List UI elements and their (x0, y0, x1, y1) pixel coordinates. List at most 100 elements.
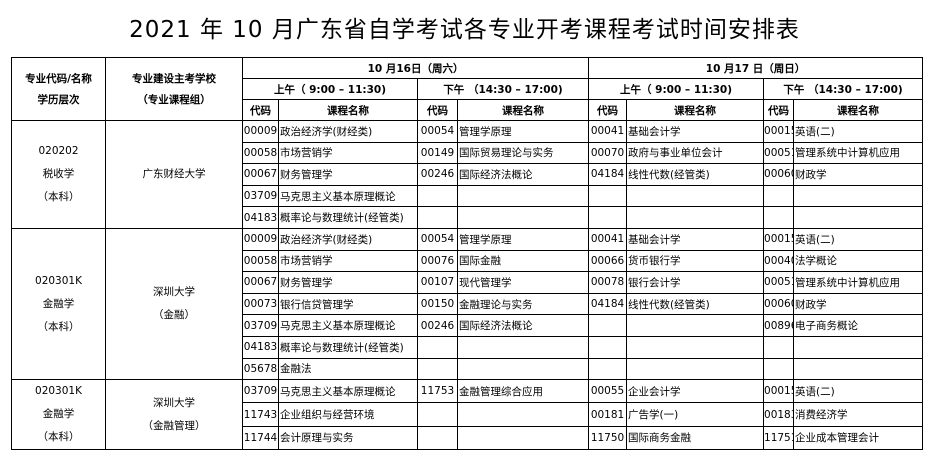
school-cell-line: （金融管理） (142, 419, 206, 432)
code-header: 代码 (763, 99, 795, 121)
major-cell-line: 020301K (35, 274, 82, 287)
course-code: 00015 (763, 120, 795, 143)
major-cell-line: 金融学 (42, 408, 75, 421)
course-code: 11743 (242, 402, 279, 427)
course-name: 金融管理综合应用 (456, 379, 590, 404)
course-name: 英语(二) (793, 120, 924, 143)
course-code: 03709 (242, 379, 279, 404)
course-code (417, 425, 458, 451)
course-name (626, 335, 765, 359)
course-header: 课程名称 (456, 99, 590, 121)
major-header-line2: 学历层次 (37, 94, 80, 106)
table-row: 03709 马克思主义基本原理概论 (12, 184, 924, 208)
table-row: 020202 税收学 （本科） 广东财经大学 00009 政治经济学(财经类) 00054 管… (11, 120, 924, 229)
major-cell-line: 金融学 (42, 297, 75, 310)
school-cell: 广东财经大学 (105, 120, 243, 229)
course-name: 管理系统中计算机应用 (793, 271, 924, 294)
course-code: 00015 (763, 379, 795, 404)
course-name: 银行信贷管理学 (278, 292, 418, 316)
course-code: 11753 (417, 379, 458, 404)
code-header: 代码 (417, 99, 458, 121)
course-code (763, 184, 795, 208)
course-name: 法学概论 (793, 249, 924, 273)
course-name (626, 184, 765, 208)
course-name (456, 206, 590, 229)
course-name: 市场营销学 (278, 141, 418, 165)
day2-header: 10 月17 日（周日） (588, 57, 924, 79)
course-name: 管理系统中计算机应用 (793, 141, 924, 165)
course-code: 04183 (242, 206, 279, 229)
course-code: 00060 (763, 163, 795, 186)
exam-schedule-table: 专业代码/名称 学历层次 专业建设主考学校 （专业课程组） 10 月16日（周六） … (11, 57, 924, 451)
course-code: 11744 (242, 425, 279, 451)
course-name: 现代管理学 (456, 271, 590, 294)
school-cell-line: （金融） (153, 309, 195, 322)
course-name: 财务管理学 (278, 163, 418, 186)
course-name (793, 206, 924, 229)
course-name (626, 357, 765, 381)
course-code (763, 335, 795, 359)
course-code: 00054 (417, 227, 458, 251)
course-code (588, 314, 628, 337)
course-code: 00078 (588, 271, 628, 294)
course-code: 00058 (242, 141, 279, 165)
course-name: 企业会计学 (626, 379, 765, 404)
course-code: 00055 (588, 379, 628, 404)
course-name (456, 357, 590, 381)
course-name: 会计原理与实务 (278, 425, 418, 451)
table-row: 00058 市场营销学 00149 国际贸易理论与实务 00070 政府与事业单位会计 00… (12, 141, 924, 165)
school-header-line2: （专业课程组） (137, 94, 211, 106)
course-code: 00060 (763, 292, 795, 316)
course-header: 课程名称 (793, 99, 924, 121)
code-header: 代码 (242, 99, 279, 121)
course-code: 00246 (417, 314, 458, 337)
page-title: 2021 年 10 月广东省自学考试各专业开考课程考试时间安排表 (129, 17, 800, 43)
major-cell-line: （本科） (37, 190, 80, 203)
course-code: 00066 (588, 249, 628, 273)
course-name: 国际经济法概论 (456, 314, 590, 337)
course-code: 03709 (242, 314, 279, 337)
course-code (588, 184, 628, 208)
course-name: 金融法 (278, 357, 418, 381)
course-name: 国际商务金融 (626, 425, 765, 451)
course-name (626, 314, 765, 337)
course-code: 00076 (417, 249, 458, 273)
course-name: 消费经济学 (793, 402, 924, 427)
course-code: 00183 (763, 402, 795, 427)
table-row: 020301K 金融学 （本科） 深圳大学 （金融） 00009 政治经济学(财经类) 000… (11, 227, 924, 381)
table-row: 00058市场营销学00076国际金融00066货币银行学00040法学概论 (12, 249, 924, 273)
school-header-line1: 专业建设主考学校 (132, 73, 216, 85)
major-cell: 020202 税收学 （本科） (11, 120, 106, 229)
course-name (793, 184, 924, 208)
course-name: 马克思主义基本原理概论 (278, 314, 418, 337)
course-code: 00058 (242, 249, 279, 273)
course-code: 00054 (417, 120, 458, 143)
table-row: 00067 财务管理学 00246 国际经济法概论 04184 线性代数(经管类) 0006… (12, 163, 924, 186)
course-code (417, 335, 458, 359)
course-code: 03709 (242, 184, 279, 208)
course-name: 电子商务概论 (793, 314, 924, 337)
course-code: 00041 (588, 227, 628, 251)
course-name: 银行会计学 (626, 271, 765, 294)
course-name (456, 402, 590, 427)
table-row: 00067财务管理学00107现代管理学00078银行会计学00051管理系统中… (12, 271, 924, 294)
course-code: 04183 (242, 335, 279, 359)
schedule-body: 020202 税收学 （本科） 广东财经大学 00009 政治经济学(财经类) 00054 管… (11, 120, 924, 451)
course-name: 基础会计学 (626, 120, 765, 143)
course-code: 00009 (242, 120, 279, 143)
course-name: 线性代数(经管类) (626, 163, 765, 186)
day1-header: 10 月16日（周六） (241, 57, 590, 79)
course-name: 概率论与数理统计(经管类) (278, 335, 418, 359)
day1-am-header: 上午（ 9:00 – 11:30) (242, 78, 418, 100)
course-name (793, 335, 924, 359)
course-name: 金融理论与实务 (456, 292, 590, 316)
course-name: 国际经济法概论 (456, 163, 590, 186)
course-name: 广告学(一) (626, 402, 765, 427)
course-code: 00181 (588, 402, 628, 427)
course-name: 企业组织与经营环境 (278, 402, 418, 427)
course-name: 管理学原理 (456, 227, 590, 251)
course-code: 00107 (417, 271, 458, 294)
code-header: 代码 (588, 99, 628, 121)
school-cell-line: 广东财经大学 (142, 167, 206, 180)
course-name (456, 425, 590, 451)
